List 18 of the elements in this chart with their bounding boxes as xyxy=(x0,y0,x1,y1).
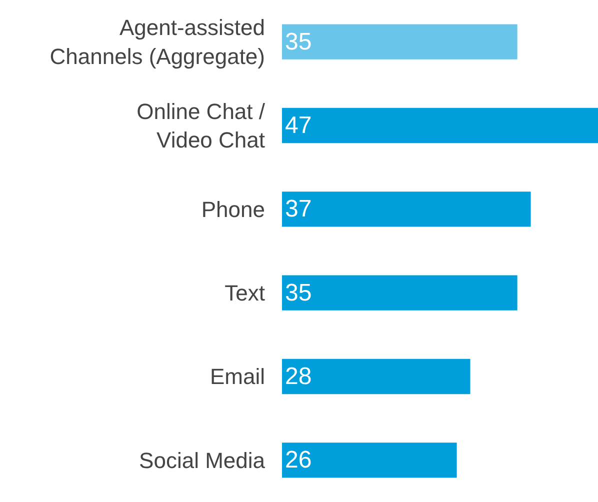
y-tick-label: Online Chat / Video Chat xyxy=(136,98,266,152)
y-tick-label: Agent-assisted Channels (Aggregate) xyxy=(50,15,265,69)
bar xyxy=(282,108,598,144)
bar xyxy=(282,442,457,478)
y-tick-label: Email xyxy=(210,364,265,390)
data-label: 26 xyxy=(285,446,312,474)
bar xyxy=(282,24,518,60)
data-label: 35 xyxy=(285,28,312,56)
y-tick-label: Phone xyxy=(201,196,265,222)
bar xyxy=(282,358,470,394)
bar xyxy=(282,275,518,310)
data-label: 47 xyxy=(285,112,312,139)
bar xyxy=(282,192,531,227)
data-label: 28 xyxy=(285,363,312,390)
y-tick-label: Text xyxy=(224,280,265,306)
y-tick-label: Social Media xyxy=(139,448,266,473)
data-label: 37 xyxy=(285,196,312,223)
data-label: 35 xyxy=(285,279,312,306)
